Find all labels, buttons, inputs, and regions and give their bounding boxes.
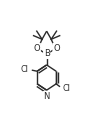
Text: N: N bbox=[43, 92, 50, 101]
Text: O: O bbox=[34, 44, 40, 53]
Text: Cl: Cl bbox=[63, 84, 71, 93]
Text: B: B bbox=[44, 49, 50, 58]
Text: Cl: Cl bbox=[20, 65, 28, 74]
Text: O: O bbox=[53, 44, 60, 53]
